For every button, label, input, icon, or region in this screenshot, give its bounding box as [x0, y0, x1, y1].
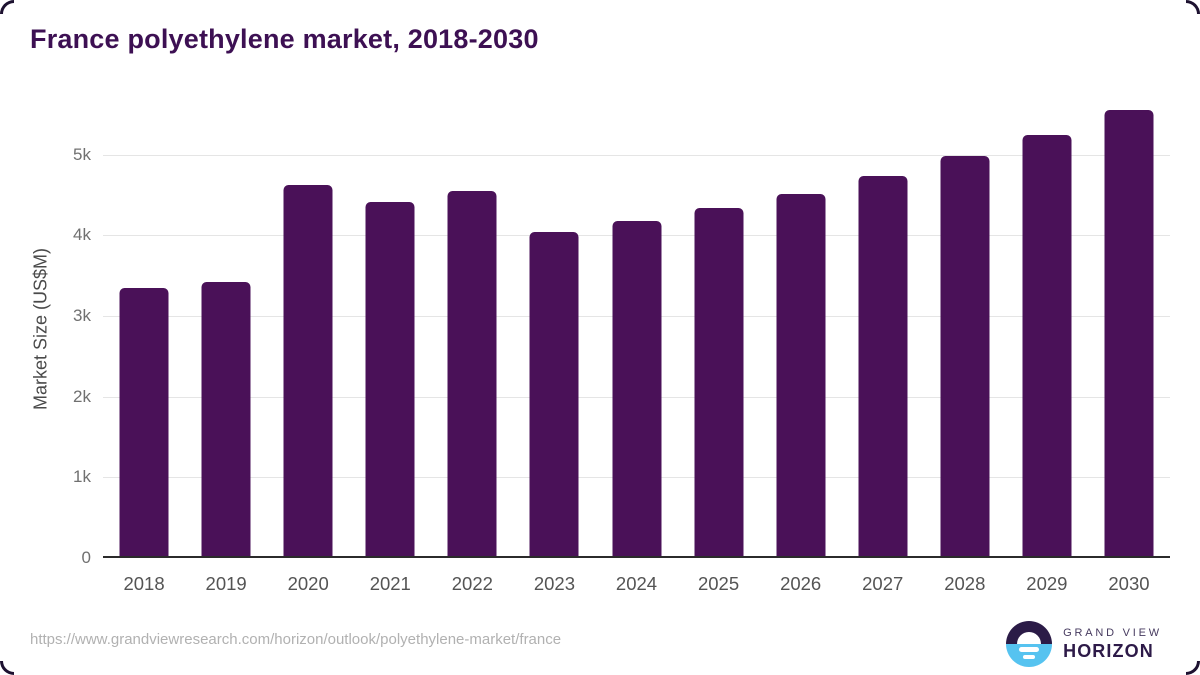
x-label-2026: 2026 — [780, 573, 822, 594]
x-label-2024: 2024 — [615, 573, 658, 594]
sun-dome-shape — [1017, 632, 1042, 644]
bar-2025 — [694, 208, 744, 556]
bar-2030 — [1104, 110, 1154, 556]
y-axis-tick-labels: 0 1k 2k 3k 4k 5k — [0, 100, 91, 567]
bar-2019 — [201, 281, 251, 556]
x-label-2022: 2022 — [451, 573, 493, 594]
y-tick-5k: 5k — [73, 144, 91, 164]
y-tick-1k: 1k — [73, 467, 91, 487]
source-url: https://www.grandviewresearch.com/horizo… — [30, 631, 562, 648]
y-tick-0: 0 — [81, 548, 91, 567]
card-corner-top-right — [1186, 0, 1200, 14]
x-label-2018: 2018 — [123, 573, 165, 594]
bar-2027 — [858, 176, 908, 556]
sun-reflection-line-1 — [1019, 646, 1040, 652]
x-label-2028: 2028 — [944, 573, 986, 594]
grandview-horizon-logo: GRAND VIEW HORIZON — [1006, 620, 1162, 668]
x-label-2021: 2021 — [369, 573, 411, 594]
logo-wordmark: GRAND VIEW HORIZON — [1063, 627, 1162, 662]
bar-2024 — [612, 221, 661, 556]
x-axis-labels: 2018 2019 2020 2021 2022 2023 2024 2025 2026 2027… — [103, 573, 1170, 597]
y-tick-3k: 3k — [73, 306, 91, 326]
y-tick-4k: 4k — [73, 225, 91, 245]
x-label-2023: 2023 — [533, 573, 575, 594]
card-corner-bottom-left — [0, 661, 14, 675]
card-corner-bottom-right — [1186, 661, 1200, 675]
x-label-2029: 2029 — [1026, 573, 1068, 594]
x-label-2019: 2019 — [205, 573, 247, 594]
gridline-5k — [103, 154, 1170, 156]
logo-horizon-text: HORIZON — [1063, 640, 1154, 661]
sun-reflection-line-2 — [1023, 654, 1036, 659]
bar-2026 — [776, 193, 826, 556]
plot-area — [103, 100, 1170, 558]
x-label-2020: 2020 — [287, 573, 329, 594]
horizon-sun-icon — [1006, 621, 1053, 667]
x-label-2027: 2027 — [862, 573, 904, 594]
bar-2018 — [119, 287, 169, 556]
y-tick-2k: 2k — [73, 386, 91, 406]
bar-2028 — [940, 156, 990, 556]
bar-2020 — [283, 185, 333, 556]
bar-2029 — [1022, 135, 1072, 556]
x-label-2030: 2030 — [1108, 573, 1150, 594]
bar-2021 — [365, 202, 415, 556]
x-label-2025: 2025 — [697, 573, 740, 594]
card-corner-top-left — [0, 0, 14, 14]
bar-2022 — [447, 190, 497, 556]
logo-grand-view-text: GRAND VIEW — [1063, 626, 1162, 639]
chart-title: France polyethylene market, 2018-2030 — [30, 24, 539, 54]
bar-2023 — [529, 231, 579, 556]
